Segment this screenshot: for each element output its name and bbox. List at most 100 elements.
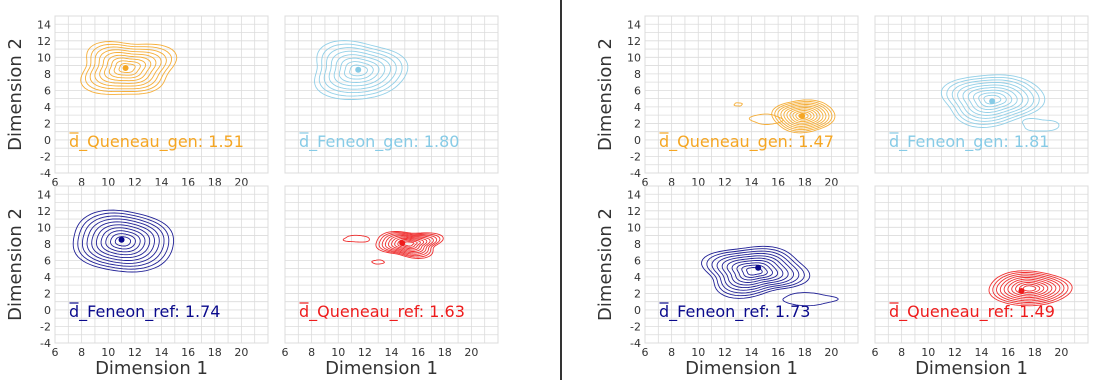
chart-0-ytick-label: 10: [37, 51, 51, 64]
chart-6-contour: [716, 252, 795, 291]
chart-4-ytick-label: 2: [634, 117, 641, 130]
chart-4-contour: [789, 108, 818, 124]
chart-3-contour: [342, 234, 370, 243]
chart-5-contour: [978, 92, 1007, 108]
chart-4-contour: [798, 113, 809, 119]
chart-6-ytick-label: 10: [627, 221, 641, 234]
chart-5-contour: [967, 87, 1018, 113]
chart-2-contour: [95, 224, 151, 259]
chart-1-contour: [314, 40, 409, 100]
chart-4-ytick-label: -4: [630, 167, 641, 180]
chart-6-xtick-label: 18: [798, 346, 812, 359]
chart-7-xlabel: Dimension 1: [915, 358, 1028, 379]
chart-1-contour: [349, 64, 368, 77]
chart-6-contour: [711, 250, 800, 294]
chart-2-xlabel: Dimension 1: [95, 358, 208, 379]
chart-6-ytick-label: 12: [627, 205, 641, 218]
chart-2-xtick-label: 16: [181, 346, 195, 359]
chart-6-ytick-label: 6: [634, 254, 641, 267]
chart-2-ytick-label: 4: [44, 271, 51, 284]
chart-6-centroid: [755, 264, 762, 271]
chart-3-centroid: [399, 240, 406, 247]
chart-7-contour: [1015, 281, 1045, 295]
chart-2-xtick-label: 14: [155, 346, 169, 359]
chart-4-xtick-label: 6: [642, 176, 649, 189]
chart-2-contour: [100, 227, 146, 256]
chart-7-contour: [1003, 276, 1057, 300]
chart-0-contour: [80, 41, 178, 95]
chart-2-ytick-label: 8: [44, 238, 51, 251]
chart-2-ytick-label: 0: [44, 304, 51, 317]
chart-2-ytick-label: -4: [40, 337, 51, 350]
chart-5-contour: [973, 89, 1013, 111]
chart-4-contour: [783, 105, 824, 127]
chart-3-contour: [371, 259, 385, 265]
chart-2-ytick-label: 6: [44, 254, 51, 267]
chart-7-xtick-label: 8: [898, 346, 905, 359]
chart-7-xtick-label: 12: [948, 346, 962, 359]
chart-0-ytick-label: -4: [40, 167, 51, 180]
chart-5-contour: [983, 94, 1002, 105]
chart-7-contour: [1022, 285, 1037, 292]
chart-7-contour: [996, 273, 1065, 303]
chart-7-xtick-label: 10: [921, 346, 935, 359]
chart-3-panel: 6 8 10 12 14 16 18 20 Dimension 1 d_Queneau_ref: …: [282, 185, 499, 379]
chart-2-contour: [72, 209, 175, 273]
chart-6-contour: [701, 245, 811, 299]
chart-5-contour: [951, 79, 1035, 122]
chart-7-contour: [999, 275, 1061, 302]
chart-3-xtick-label: 14: [385, 346, 399, 359]
chart-2-ytick-label: 10: [37, 221, 51, 234]
chart-6-ytick-label: -2: [630, 320, 641, 333]
chart-6-ytick-label: 4: [634, 271, 641, 284]
chart-3-xtick-label: 12: [358, 346, 372, 359]
chart-4-contour: [733, 102, 743, 107]
chart-1-label: d_Feneon_gen: 1.80: [299, 132, 459, 152]
chart-2-xtick-label: 18: [208, 346, 222, 359]
chart-6-contour: [782, 292, 839, 307]
chart-2-xtick-label: 20: [234, 346, 248, 359]
chart-6-ytick-label: 14: [627, 188, 641, 201]
chart-4-ytick-label: 12: [627, 35, 641, 48]
chart-2-centroid: [118, 236, 125, 243]
chart-1-contour: [318, 43, 403, 97]
chart-3-contour: [381, 233, 438, 257]
chart-2-xtick-label: 10: [101, 346, 115, 359]
chart-6-xtick-label: 10: [691, 346, 705, 359]
chart-6-contour: [736, 262, 773, 281]
chart-0-ytick-label: 12: [37, 35, 51, 48]
chart-1-centroid: [355, 66, 362, 73]
chart-6-xtick-label: 20: [824, 346, 838, 359]
chart-0-contour: [103, 54, 152, 82]
chart-6-xtick-label: 16: [771, 346, 785, 359]
chart-2-ytick-label: -2: [40, 320, 51, 333]
chart-0-ytick-label: 14: [37, 18, 51, 31]
chart-4-label: d_Queneau_gen: 1.47: [659, 132, 834, 152]
chart-2-contour: [86, 218, 160, 264]
chart-6-xtick-label: 6: [642, 346, 649, 359]
chart-7-xtick-label: 14: [975, 346, 989, 359]
chart-3-xtick-label: 16: [411, 346, 425, 359]
chart-2-contour: [91, 221, 155, 261]
chart-7-xtick-label: 6: [872, 346, 879, 359]
chart-2-panel: -4 -2 0 2 4 6 8 10 12 14 6 8 10 12 14 16 18 20 Dimension 2…: [5, 185, 269, 379]
chart-0-contour: [94, 49, 162, 87]
chart-2-contour: [81, 215, 165, 267]
chart-2-xtick-label: 8: [78, 346, 85, 359]
chart-5-contour: [957, 82, 1029, 119]
chart-7-contour: [992, 271, 1069, 305]
chart-3-xlabel: Dimension 1: [325, 358, 438, 379]
chart-3-contour: [394, 237, 425, 251]
chart-4-ytick-label: 10: [627, 51, 641, 64]
chart-3-contour: [378, 232, 441, 258]
chart-5-panel: d_Feneon_gen: 1.81: [874, 15, 1089, 174]
chart-4-contour: [771, 99, 836, 134]
chart-0-contour: [108, 57, 147, 79]
chart-1-panel: d_Feneon_gen: 1.80: [284, 15, 499, 174]
chart-3-contour: [391, 236, 428, 252]
chart-6-panel: -4 -2 0 2 4 6 8 10 12 14 6 8 10 12 14 16 18 20 Dimension 2…: [595, 185, 859, 379]
chart-0-contour: [113, 60, 141, 76]
chart-2-contour: [110, 233, 136, 250]
chart-5-centroid: [989, 98, 996, 105]
